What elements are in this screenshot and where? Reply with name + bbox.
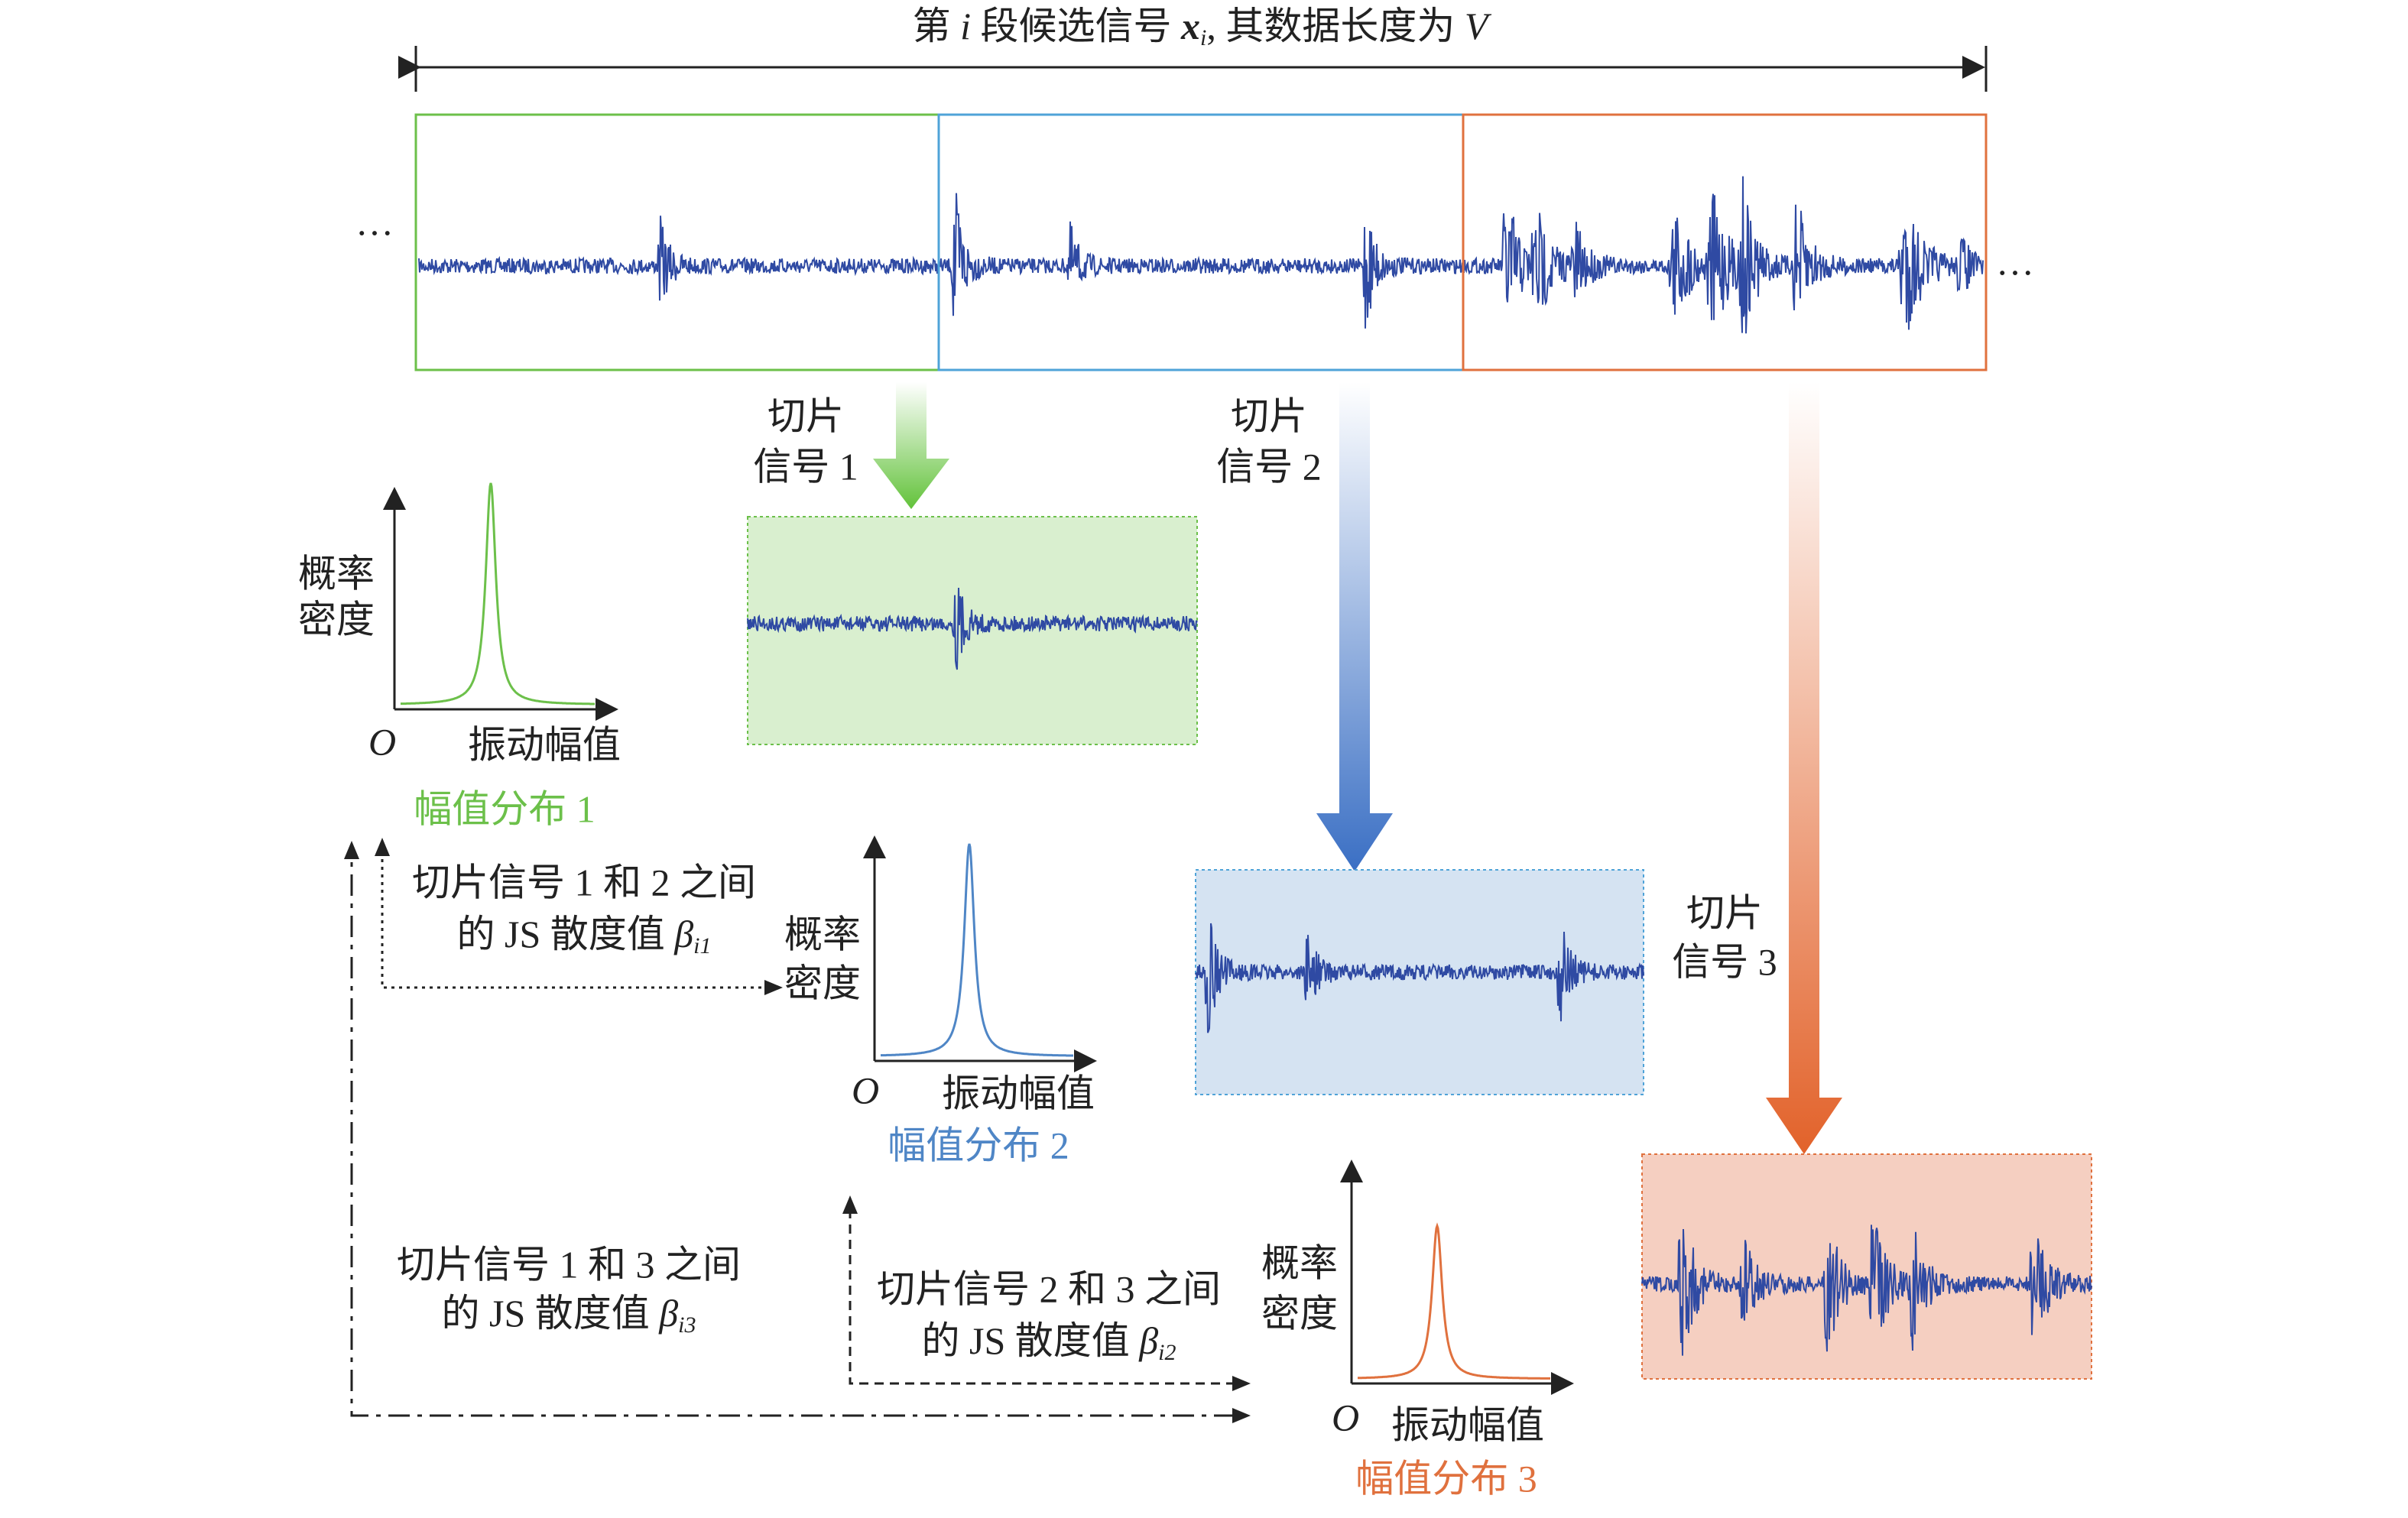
divergence-label: 的 JS 散度值 βi1 xyxy=(456,913,711,958)
waveform xyxy=(1195,923,1644,1033)
segment-box-3 xyxy=(1462,113,1988,371)
slice-panel-3 xyxy=(1641,1153,2092,1380)
caption: 幅值分布 3 xyxy=(1355,1457,1537,1500)
origin-label: O xyxy=(852,1069,879,1111)
title: 第 i 段候选信号 xi, 其数据长度为 V xyxy=(913,5,1492,50)
divergence-label: 切片信号 1 和 2 之间 xyxy=(412,861,756,903)
segment-box-2 xyxy=(937,113,1465,371)
divergence-label: 切片信号 2 和 3 之间 xyxy=(877,1267,1221,1310)
y-axis-label: 密度 xyxy=(298,598,375,641)
origin-label: O xyxy=(368,720,396,763)
slice-label: 切片 xyxy=(768,394,844,437)
divergence-label: 的 JS 散度值 βi3 xyxy=(441,1292,696,1337)
y-axis-label: 概率 xyxy=(1261,1241,1338,1284)
y-axis-label: 密度 xyxy=(784,962,861,1004)
slice-label: 信号 1 xyxy=(753,445,858,488)
slice-label: 信号 3 xyxy=(1672,940,1777,983)
connectors xyxy=(344,838,1251,1423)
y-axis-label: 概率 xyxy=(784,913,861,955)
arrow xyxy=(1316,382,1393,871)
slice-label: 切片 xyxy=(1231,394,1307,437)
waveform xyxy=(418,176,1984,334)
density-curve xyxy=(881,843,1073,1057)
density-curve xyxy=(1358,1222,1550,1380)
origin-label: O xyxy=(1332,1396,1359,1439)
waveform xyxy=(1641,1224,2092,1356)
slice-label: 切片 xyxy=(1686,891,1763,934)
caption: 幅值分布 1 xyxy=(414,787,596,830)
y-axis-label: 概率 xyxy=(298,552,375,595)
caption: 幅值分布 2 xyxy=(888,1124,1069,1166)
waveform xyxy=(747,587,1198,670)
arrow xyxy=(873,382,949,509)
x-axis-label: 振动幅值 xyxy=(468,723,621,766)
ellipsis: … xyxy=(1996,240,2034,283)
y-axis-label: 密度 xyxy=(1261,1292,1338,1335)
arrow xyxy=(1766,382,1842,1154)
length-arrow xyxy=(398,46,1988,92)
divergence-label: 的 JS 散度值 βi2 xyxy=(921,1319,1176,1364)
x-axis-label: 振动幅值 xyxy=(1391,1403,1544,1446)
ellipsis: … xyxy=(355,200,394,243)
divergence-label: 切片信号 1 和 3 之间 xyxy=(397,1243,741,1286)
density-curve xyxy=(401,482,595,705)
segment-box-1 xyxy=(414,113,940,371)
slice-label: 信号 2 xyxy=(1216,445,1322,488)
x-axis-label: 振动幅值 xyxy=(942,1072,1095,1114)
